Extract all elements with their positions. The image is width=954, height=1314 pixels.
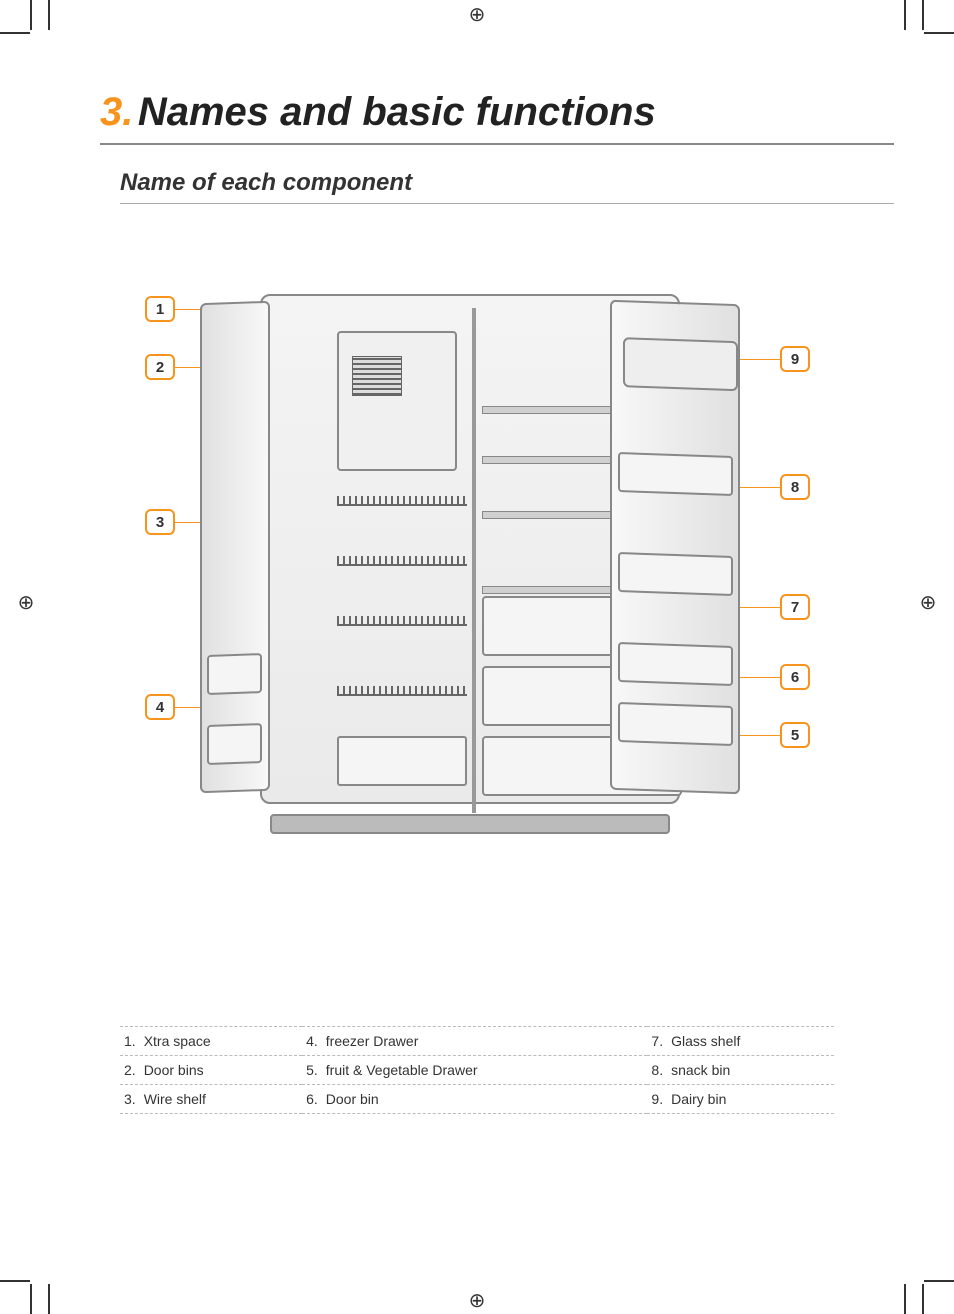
legend-item: 6.Door bin [302, 1085, 647, 1114]
legend-item: 8.snack bin [647, 1056, 834, 1085]
component-legend: 1.Xtra space 4.freezer Drawer 7.Glass sh… [120, 1026, 834, 1114]
callout-7: 7 [780, 594, 810, 620]
vent-icon [352, 356, 402, 396]
legend-item: 1.Xtra space [120, 1027, 302, 1056]
wire-shelf [337, 686, 467, 696]
section-title: Names and basic functions [138, 90, 656, 134]
right-door [610, 300, 740, 795]
legend-item: 3.Wire shelf [120, 1085, 302, 1114]
legend-item: 2.Door bins [120, 1056, 302, 1085]
crop-mark [924, 1280, 954, 1282]
crop-mark [0, 32, 30, 34]
crop-mark [904, 1284, 906, 1314]
door-bin [618, 452, 733, 496]
wire-shelf [337, 556, 467, 566]
section-subtitle: Name of each component [120, 169, 894, 204]
callout-4: 4 [145, 694, 175, 720]
section-number: 3. [100, 90, 133, 134]
crop-mark [924, 32, 954, 34]
crop-mark [30, 0, 32, 30]
crop-mark [904, 0, 906, 30]
registration-mark-icon: ⊕ [916, 590, 940, 614]
fridge-illustration [210, 284, 730, 824]
registration-mark-icon: ⊕ [14, 590, 38, 614]
legend-item: 5.fruit & Vegetable Drawer [302, 1056, 647, 1085]
crop-mark [922, 0, 924, 30]
callout-5: 5 [780, 722, 810, 748]
callout-2: 2 [145, 354, 175, 380]
crop-mark [0, 1280, 30, 1282]
crop-mark [48, 1284, 50, 1314]
dairy-bin [623, 337, 738, 391]
refrigerator-diagram: 1 2 3 4 9 8 7 6 5 [60, 284, 894, 884]
page-content: 3. Names and basic functions Name of eac… [60, 60, 894, 1254]
legend-item: 4.freezer Drawer [302, 1027, 647, 1056]
legend-item: 9.Dairy bin [647, 1085, 834, 1114]
wire-shelf [337, 496, 467, 506]
door-bin [618, 642, 733, 686]
callout-8: 8 [780, 474, 810, 500]
callout-3: 3 [145, 509, 175, 535]
registration-mark-icon: ⊕ [465, 1288, 489, 1312]
legend-item: 7.Glass shelf [647, 1027, 834, 1056]
wire-shelf [337, 616, 467, 626]
freezer-drawer [337, 736, 467, 786]
callout-1: 1 [145, 296, 175, 322]
crop-mark [922, 1284, 924, 1314]
callout-9: 9 [780, 346, 810, 372]
callout-6: 6 [780, 664, 810, 690]
section-heading: 3. Names and basic functions [100, 90, 894, 145]
crop-mark [48, 0, 50, 30]
door-bin [618, 552, 733, 596]
left-door [200, 301, 270, 793]
fridge-base [270, 814, 670, 834]
door-bin [207, 723, 262, 765]
compartment-divider [472, 308, 476, 813]
ice-maker-panel [337, 331, 457, 471]
crop-mark [30, 1284, 32, 1314]
registration-mark-icon: ⊕ [465, 2, 489, 26]
door-bin [618, 702, 733, 746]
door-bin [207, 653, 262, 695]
